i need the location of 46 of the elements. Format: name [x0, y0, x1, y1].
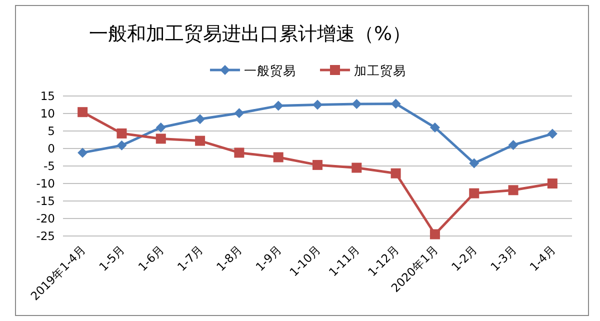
y-tick-label: -10 — [36, 176, 55, 190]
chart-title: 一般和加工贸易进出口累计增速（%） — [88, 23, 412, 45]
point — [78, 148, 88, 158]
y-tick-label: 15 — [40, 89, 55, 103]
y-tick-label: -5 — [44, 159, 55, 173]
point — [156, 122, 166, 132]
point — [430, 122, 440, 132]
point — [390, 168, 401, 178]
point — [508, 140, 518, 150]
point — [390, 98, 401, 109]
point — [234, 148, 244, 158]
point — [547, 128, 558, 139]
point — [156, 134, 166, 144]
point — [508, 185, 518, 196]
point — [547, 178, 558, 188]
x-tick-label: 1-2月 — [448, 242, 480, 274]
y-tick-label: -25 — [36, 229, 55, 243]
point — [273, 100, 284, 111]
point — [234, 108, 244, 118]
point — [195, 136, 206, 146]
legend-label: 一般贸易 — [244, 63, 296, 78]
x-tick-label: 1-5月 — [96, 242, 128, 274]
y-tick-label: 5 — [48, 124, 55, 138]
point — [430, 229, 440, 240]
x-tick-label: 1-3月 — [488, 242, 520, 274]
point — [469, 188, 480, 198]
y-tick-label: -15 — [36, 194, 55, 208]
point — [469, 158, 480, 168]
x-tick-label: 1-6月 — [135, 242, 168, 274]
point — [78, 107, 88, 118]
point — [352, 162, 362, 173]
point — [273, 152, 284, 162]
x-tick-label: 1-8月 — [214, 242, 246, 274]
point — [116, 128, 127, 138]
legend-label: 加工贸易 — [354, 63, 406, 78]
point — [352, 99, 362, 110]
point — [312, 160, 322, 170]
y-tick-label: -20 — [36, 212, 55, 226]
point — [312, 100, 322, 110]
x-tick-label: 1-7月 — [174, 242, 206, 274]
point — [116, 140, 127, 150]
y-tick-label: 10 — [40, 106, 55, 120]
y-tick-label: 0 — [48, 142, 55, 156]
x-tick-label: 1-4月 — [526, 242, 559, 274]
x-tick-label: 1-9月 — [252, 242, 284, 274]
point — [195, 114, 206, 124]
